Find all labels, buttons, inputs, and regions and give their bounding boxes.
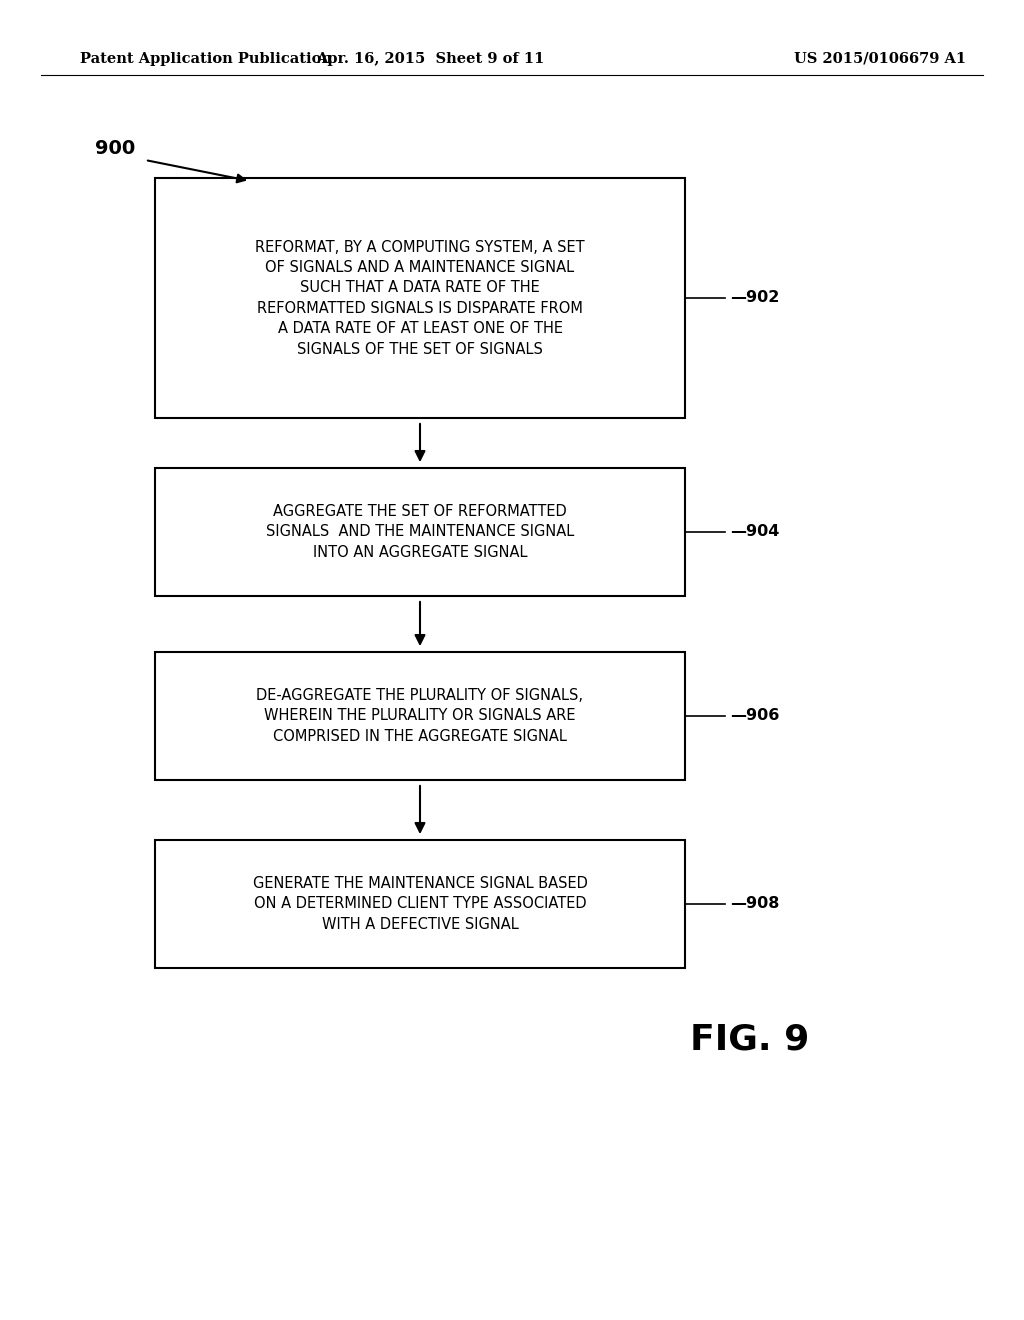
Text: REFORMAT, BY A COMPUTING SYSTEM, A SET
OF SIGNALS AND A MAINTENANCE SIGNAL
SUCH : REFORMAT, BY A COMPUTING SYSTEM, A SET O… bbox=[255, 239, 585, 356]
Text: —908: —908 bbox=[730, 896, 779, 912]
Bar bbox=[155, 469, 685, 597]
Bar bbox=[155, 178, 685, 418]
Text: FIG. 9: FIG. 9 bbox=[690, 1023, 810, 1057]
Text: GENERATE THE MAINTENANCE SIGNAL BASED
ON A DETERMINED CLIENT TYPE ASSOCIATED
WIT: GENERATE THE MAINTENANCE SIGNAL BASED ON… bbox=[253, 876, 588, 932]
Text: US 2015/0106679 A1: US 2015/0106679 A1 bbox=[794, 51, 966, 66]
Text: —904: —904 bbox=[730, 524, 779, 540]
Text: DE-AGGREGATE THE PLURALITY OF SIGNALS,
WHEREIN THE PLURALITY OR SIGNALS ARE
COMP: DE-AGGREGATE THE PLURALITY OF SIGNALS, W… bbox=[256, 688, 584, 744]
Text: Apr. 16, 2015  Sheet 9 of 11: Apr. 16, 2015 Sheet 9 of 11 bbox=[315, 51, 544, 66]
Text: AGGREGATE THE SET OF REFORMATTED
SIGNALS  AND THE MAINTENANCE SIGNAL
INTO AN AGG: AGGREGATE THE SET OF REFORMATTED SIGNALS… bbox=[266, 504, 574, 560]
Bar bbox=[155, 840, 685, 968]
Bar bbox=[155, 652, 685, 780]
Text: —902: —902 bbox=[730, 290, 779, 305]
Text: —906: —906 bbox=[730, 709, 779, 723]
Text: 900: 900 bbox=[95, 139, 135, 157]
Text: Patent Application Publication: Patent Application Publication bbox=[80, 51, 332, 66]
